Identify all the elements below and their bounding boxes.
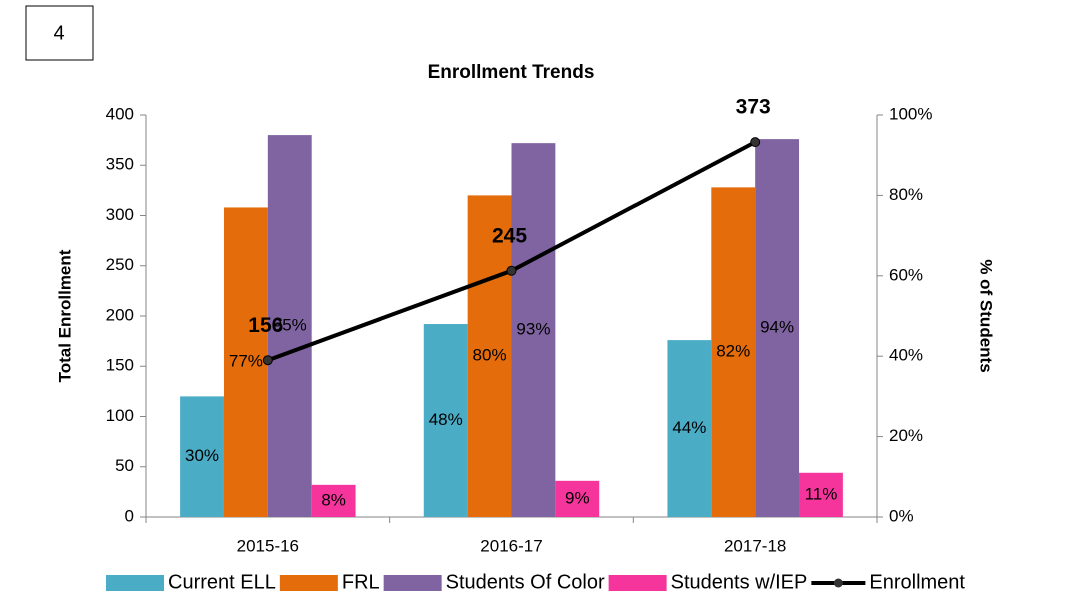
y2-tick-label: 0% xyxy=(889,506,914,525)
bar-label: 44% xyxy=(672,418,706,437)
legend-label: Students Of Color xyxy=(446,571,605,593)
bar-label: 94% xyxy=(760,318,794,337)
y-tick-label: 100 xyxy=(106,406,134,425)
y2-tick-label: 20% xyxy=(889,426,923,445)
y-axis-title: Total Enrollment xyxy=(55,249,74,382)
bar-label: 82% xyxy=(716,342,750,361)
x-tick-label: 2016-17 xyxy=(480,536,542,555)
legend-swatch xyxy=(608,575,667,591)
bar xyxy=(755,139,800,517)
y-tick-label: 200 xyxy=(106,305,134,324)
legend-label: Current ELL xyxy=(168,571,276,593)
bar-label: 9% xyxy=(565,488,590,507)
line-label: 156 xyxy=(248,314,283,337)
y-tick-label: 50 xyxy=(115,456,134,475)
y-tick-label: 400 xyxy=(106,104,134,123)
legend-swatch xyxy=(383,575,442,591)
bar xyxy=(180,396,224,517)
y-tick-label: 0 xyxy=(125,506,134,525)
bar xyxy=(511,143,556,517)
bar-label: 93% xyxy=(516,320,550,339)
bar xyxy=(311,484,356,517)
chart-title: Enrollment Trends xyxy=(428,62,595,83)
line-label: 245 xyxy=(492,224,527,247)
bar xyxy=(711,187,756,518)
line-label: 373 xyxy=(736,96,771,119)
line-point xyxy=(750,137,761,148)
y-tick-label: 150 xyxy=(106,356,134,375)
y2-axis-title: % of Students xyxy=(977,259,996,372)
x-tick-label: 2017-18 xyxy=(724,536,786,555)
bar-label: 8% xyxy=(321,490,346,509)
legend-label: FRL xyxy=(342,571,380,593)
y-tick-label: 350 xyxy=(106,155,134,174)
bar xyxy=(423,324,468,517)
bar-label: 95% xyxy=(273,316,307,335)
bar-label: 80% xyxy=(473,346,507,365)
bar xyxy=(467,195,512,517)
bar-label: 77% xyxy=(229,352,263,371)
bar-label: 48% xyxy=(429,410,463,429)
y2-tick-label: 100% xyxy=(889,104,932,123)
bar xyxy=(223,207,268,517)
y-tick-label: 250 xyxy=(106,255,134,274)
y-tick-label: 300 xyxy=(106,205,134,224)
legend-swatch xyxy=(279,575,338,591)
legend-swatch xyxy=(833,578,843,588)
bar-label: 11% xyxy=(805,484,838,503)
bar xyxy=(799,472,843,517)
legend-swatch xyxy=(106,575,165,591)
x-tick-label: 2015-16 xyxy=(237,536,299,555)
badge-box xyxy=(25,5,94,61)
bar xyxy=(267,135,312,517)
legend-label: Students w/IEP xyxy=(671,571,808,593)
bar xyxy=(667,340,712,517)
badge: 4 xyxy=(53,22,64,44)
y2-tick-label: 60% xyxy=(889,265,923,284)
line-point xyxy=(506,265,517,276)
bar-label: 30% xyxy=(185,446,219,465)
y2-tick-label: 80% xyxy=(889,185,923,204)
y2-tick-label: 40% xyxy=(889,346,923,365)
line-point xyxy=(262,355,273,366)
legend-label: Enrollment xyxy=(869,571,965,593)
bar xyxy=(555,480,600,517)
